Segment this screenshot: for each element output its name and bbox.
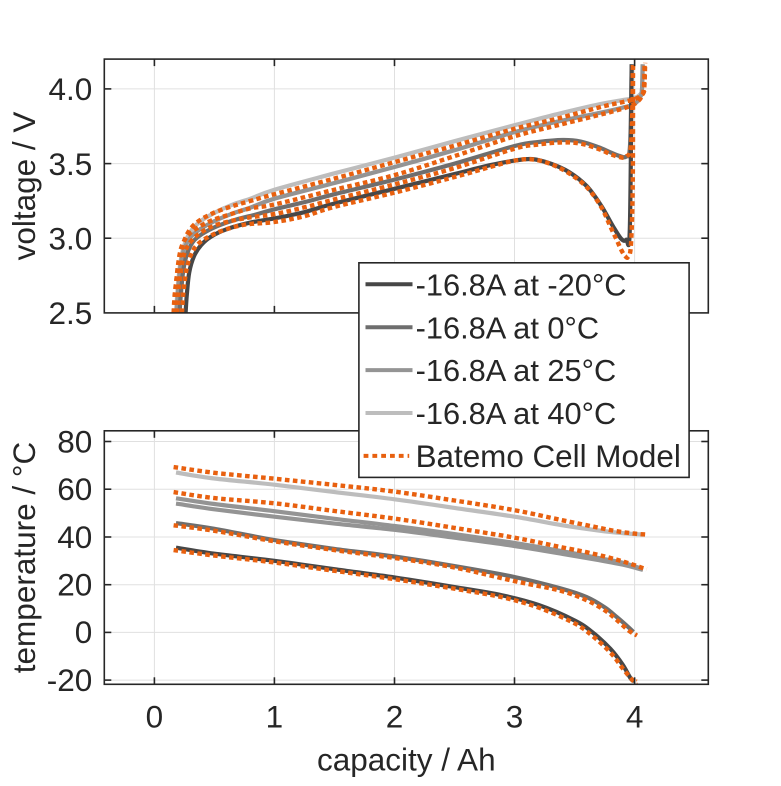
svg-text:4: 4 [626,699,644,735]
svg-text:4.0: 4.0 [49,71,93,107]
svg-text:2: 2 [386,699,404,735]
svg-text:capacity / Ah: capacity / Ah [317,741,496,777]
svg-text:-16.8A at 25°C: -16.8A at 25°C [416,353,617,388]
svg-text:2.5: 2.5 [49,295,93,331]
svg-text:40: 40 [57,519,92,555]
svg-text:60: 60 [57,471,92,507]
svg-text:-16.8A at -20°C: -16.8A at -20°C [416,267,627,302]
svg-text:20: 20 [57,567,92,603]
svg-text:voltage / V: voltage / V [6,112,42,261]
svg-text:80: 80 [57,423,92,459]
svg-text:3.0: 3.0 [49,221,93,257]
svg-text:0: 0 [75,614,93,650]
svg-text:0: 0 [146,699,164,735]
svg-text:3.5: 3.5 [49,146,93,182]
svg-text:temperature / °C: temperature / °C [6,442,42,673]
svg-text:1: 1 [266,699,284,735]
svg-text:-20: -20 [47,662,93,698]
svg-text:-16.8A at 40°C: -16.8A at 40°C [416,396,617,431]
svg-text:-16.8A at 0°C: -16.8A at 0°C [416,310,600,345]
svg-text:Batemo Cell Model: Batemo Cell Model [416,439,681,474]
svg-text:3: 3 [506,699,524,735]
